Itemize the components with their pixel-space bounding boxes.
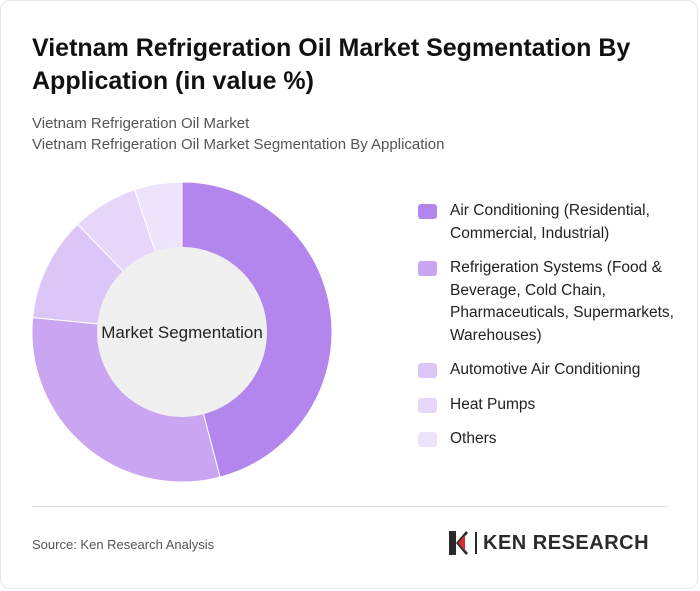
source-note: Source: Ken Research Analysis — [32, 537, 215, 552]
ken-research-logo-icon — [449, 531, 468, 555]
donut-chart: Market Segmentation — [31, 181, 333, 483]
legend-label: Refrigeration Systems (Food & Beverage, … — [450, 259, 674, 344]
logo-separator — [475, 532, 477, 554]
legend-item-5[interactable]: Others — [418, 428, 678, 451]
legend-swatch — [418, 363, 437, 378]
legend-swatch — [418, 432, 437, 447]
legend-swatch — [418, 204, 437, 219]
subtitle-line-1: Vietnam Refrigeration Oil Market — [32, 115, 250, 132]
ken-research-logo: KEN RESEARCH — [447, 529, 649, 557]
legend-item-1[interactable]: Air Conditioning (Residential, Commercia… — [418, 200, 678, 245]
legend-item-2[interactable]: Refrigeration Systems (Food & Beverage, … — [418, 257, 678, 347]
logo-text: KEN RESEARCH — [483, 531, 650, 554]
legend-swatch — [418, 261, 437, 276]
chart-subtitles: Vietnam Refrigeration Oil Market Vietnam… — [32, 113, 444, 155]
chart-title: Vietnam Refrigeration Oil Market Segment… — [32, 34, 631, 95]
center-label: Market Segmentation — [101, 323, 263, 342]
subtitle-line-2: Vietnam Refrigeration Oil Market Segment… — [32, 136, 445, 153]
legend-label: Others — [450, 430, 497, 447]
legend-swatch — [418, 397, 437, 413]
legend-label: Air Conditioning (Residential, Commercia… — [450, 202, 650, 242]
legend-label: Heat Pumps — [450, 395, 536, 413]
donut-hole — [97, 247, 267, 417]
footer-divider — [32, 506, 668, 507]
legend-item-3[interactable]: Automotive Air Conditioning — [418, 359, 678, 382]
legend-label: Automotive Air Conditioning — [450, 361, 641, 378]
legend-item-4[interactable]: Heat Pumps — [418, 394, 678, 417]
chart-legend: Air Conditioning (Residential, Commercia… — [418, 200, 678, 463]
